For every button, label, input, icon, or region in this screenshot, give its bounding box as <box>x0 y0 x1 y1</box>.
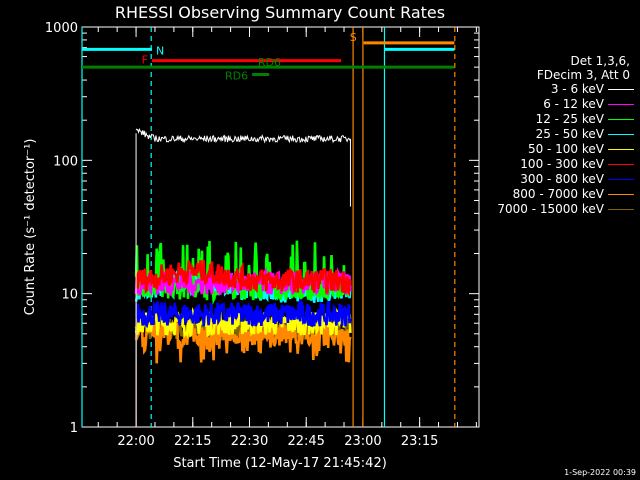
flag-label: S <box>350 31 357 44</box>
x-tick-label: 22:15 <box>174 434 211 449</box>
legend-header-detectors: Det 1,3,6, <box>570 54 631 68</box>
flag-label: RD6 <box>258 56 281 69</box>
legend-entry-label: 3 - 6 keV <box>550 82 604 96</box>
legend-entry-label: 7000 - 15000 keV <box>497 202 604 216</box>
legend-entry: 50 - 100 keV <box>528 142 634 156</box>
flag-label: F <box>142 54 148 67</box>
legend-entry: 25 - 50 keV <box>536 127 634 141</box>
axis-ticks: 1 10 100 1000 22:00 22:15 22:30 22:45 23:00 23:15 <box>45 21 479 449</box>
legend-swatch <box>608 163 634 165</box>
legend-entry: 300 - 800 keV <box>520 172 634 186</box>
x-tick-label: 22:30 <box>231 434 268 449</box>
vertical-markers <box>81 27 456 427</box>
timestamp-footer: 1-Sep-2022 00:39 <box>564 468 636 477</box>
legend-swatch <box>608 103 634 105</box>
legend-entry-label: 800 - 7000 keV <box>512 187 604 201</box>
legend-swatch <box>608 88 634 90</box>
series-trace <box>134 259 352 298</box>
x-tick-label: 22:00 <box>117 434 154 449</box>
legend-entry-label: 50 - 100 keV <box>527 142 604 156</box>
legend-swatch <box>608 208 634 210</box>
flag-label: RD6 <box>225 70 248 83</box>
y-tick-label: 1000 <box>45 21 78 36</box>
chart-title: RHESSI Observing Summary Count Rates <box>115 3 445 22</box>
legend-entry-label: 100 - 300 keV <box>520 157 604 171</box>
legend-entry: 3 - 6 keV <box>551 82 634 96</box>
y-axis-label: Count Rate (s⁻¹ detector⁻¹) <box>23 139 38 316</box>
legend-swatch <box>608 118 634 120</box>
series-trace <box>135 127 351 144</box>
legend-entry: 100 - 300 keV <box>520 157 634 171</box>
flag-label: N <box>156 44 164 57</box>
legend-entry: 12 - 25 keV <box>536 112 634 126</box>
legend-swatch <box>608 178 634 180</box>
plot-frame <box>81 26 480 428</box>
legend-entry-label: 12 - 25 keV <box>535 112 604 126</box>
legend-swatch <box>608 148 634 150</box>
x-tick-label: 23:00 <box>344 434 381 449</box>
series-trace <box>134 298 352 329</box>
x-axis-label: Start Time (12-May-17 21:45:42) <box>173 456 387 471</box>
legend-entry: 800 - 7000 keV <box>513 187 634 201</box>
legend-swatch <box>608 193 634 195</box>
y-tick-label: 10 <box>61 288 78 303</box>
legend-entry: 7000 - 15000 keV <box>497 202 634 216</box>
x-tick-label: 22:45 <box>287 434 324 449</box>
series-traces <box>134 127 352 427</box>
legend-entry-label: 300 - 800 keV <box>520 172 604 186</box>
flag-bars: NF S RD6 RD6 <box>82 31 455 83</box>
y-tick-label: 1 <box>70 421 78 436</box>
legend-header-decimation: FDecim 3, Att 0 <box>536 68 630 82</box>
legend-entry-label: 6 - 12 keV <box>543 97 604 111</box>
legend-swatch <box>608 133 634 135</box>
legend-entry-label: 25 - 50 keV <box>535 127 604 141</box>
legend-entry: 6 - 12 keV <box>543 97 634 111</box>
x-tick-label: 23:15 <box>401 434 438 449</box>
y-tick-label: 100 <box>53 154 78 169</box>
